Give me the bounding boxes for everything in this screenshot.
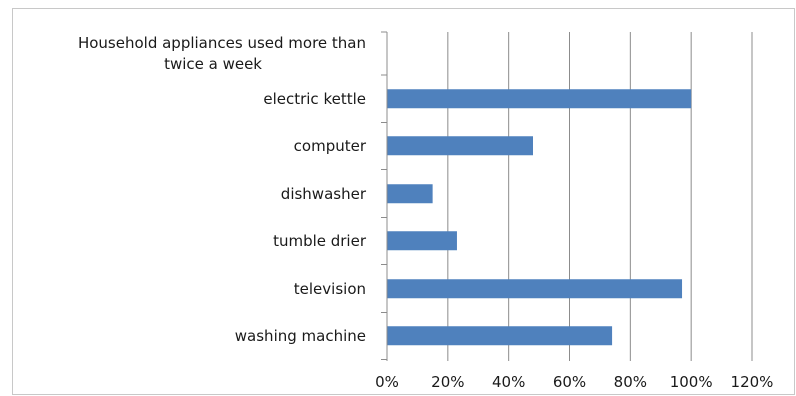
bar-television (387, 279, 683, 299)
x-tick-label: 100% (670, 373, 713, 391)
chart-title-line-1: Household appliances used more than (78, 34, 366, 52)
bar-tumble-drier (387, 231, 457, 251)
category-label: electric kettle (263, 90, 366, 108)
x-tick-label: 60% (553, 373, 586, 391)
bar-dishwasher (387, 184, 433, 204)
category-labels: electric kettle computer dishwasher tumble … (235, 90, 367, 345)
x-tick-label: 0% (375, 373, 399, 391)
category-axis (381, 31, 388, 361)
bar-washing-machine (387, 326, 613, 346)
bars (387, 89, 692, 346)
x-tick-label: 80% (614, 373, 647, 391)
gridlines (386, 32, 753, 361)
bar-computer (387, 136, 533, 156)
x-tick-label: 20% (431, 373, 464, 391)
category-label: tumble drier (273, 232, 367, 250)
x-tick-label: 120% (731, 373, 774, 391)
category-label: dishwasher (281, 185, 367, 203)
category-label: computer (294, 137, 367, 155)
chart-title-line-2: twice a week (164, 55, 262, 73)
value-axis-ticks: 0% 20% 40% 60% 80% 100% 120% (375, 373, 773, 391)
x-tick-label: 40% (492, 373, 525, 391)
category-label: television (294, 280, 366, 298)
category-label: washing machine (235, 327, 366, 345)
bar-electric-kettle (387, 89, 692, 109)
